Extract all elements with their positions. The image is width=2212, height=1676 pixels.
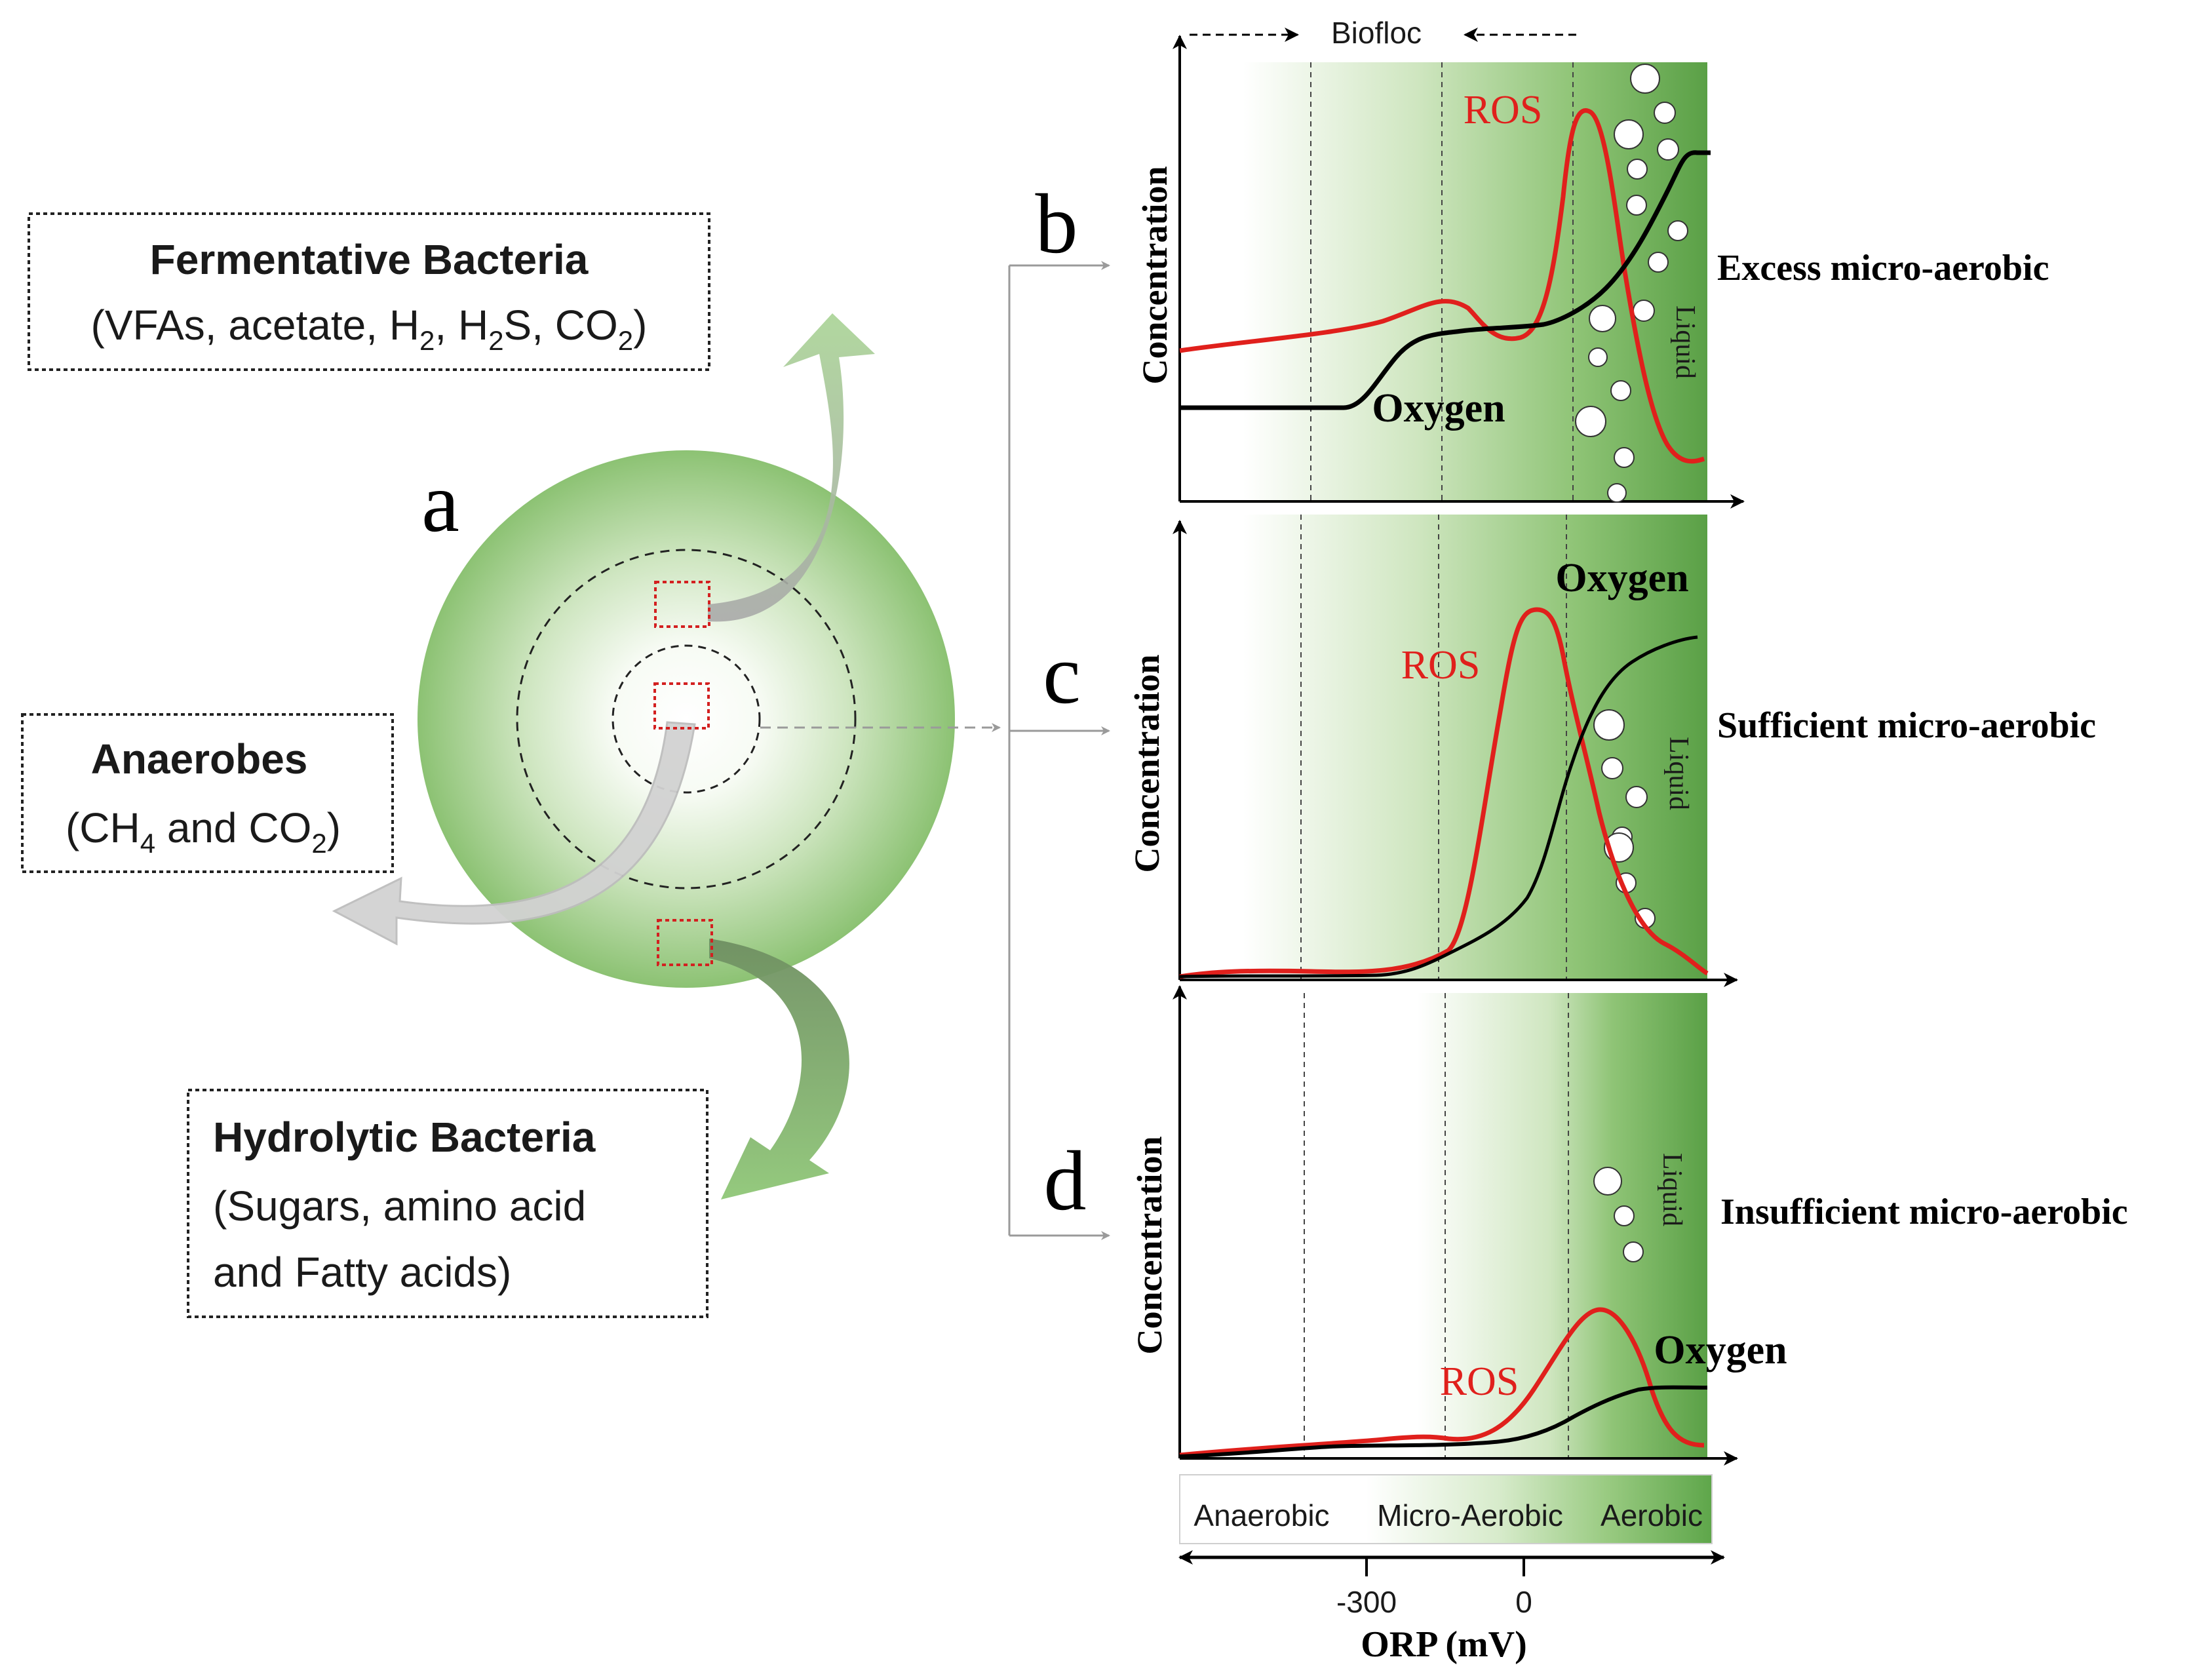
fermentative-arrow bbox=[708, 313, 875, 622]
panel-d-oxygen-curve bbox=[1179, 1385, 1708, 1458]
anaerobes-arrow bbox=[332, 721, 696, 946]
panel-d-ros-curve bbox=[1179, 1307, 1705, 1458]
biofloc-sphere bbox=[417, 450, 955, 988]
hydrolytic-arrow bbox=[709, 939, 849, 1199]
zone-aerobic: Aerobic bbox=[1601, 1498, 1703, 1532]
orp-axis-label: ORP (mV) bbox=[1361, 1624, 1527, 1665]
panel-c-ros-label: ROS bbox=[1401, 643, 1481, 688]
fermentative-products: (VFAs, acetate, H2, H2S, CO2) bbox=[91, 302, 648, 356]
hydrolytic-line1: (Sugars, amino acid bbox=[213, 1182, 586, 1230]
hydrolytic-title: Hydrolytic Bacteria bbox=[213, 1114, 596, 1161]
panel-b-bubbles bbox=[1575, 64, 1688, 503]
zone-bar-background bbox=[1179, 1474, 1713, 1544]
panel-d-background bbox=[1180, 993, 1707, 1458]
panel-d-liquid-label: Liquid bbox=[1657, 1153, 1687, 1226]
panel-c-letter: c bbox=[1043, 627, 1081, 722]
marker-surface-zone bbox=[657, 919, 713, 966]
hydrolytic-box bbox=[187, 1089, 708, 1318]
orp-tick-label-0: 0 bbox=[1515, 1585, 1532, 1619]
outer-dashed-ring bbox=[516, 549, 857, 889]
panel-d-oxygen-label: Oxygen bbox=[1654, 1328, 1787, 1373]
fermentative-title: Fermentative Bacteria bbox=[150, 236, 589, 283]
hydrolytic-line2: and Fatty acids) bbox=[213, 1249, 511, 1296]
anaerobes-title: Anaerobes bbox=[91, 735, 308, 783]
zone-micro-aerobic: Micro-Aerobic bbox=[1377, 1498, 1563, 1532]
panel-b-liquid-label: Liquid bbox=[1670, 305, 1700, 379]
panel-c: c Concentration ROS Oxygen Liquid Suffic… bbox=[1043, 515, 2096, 987]
panel-d-ylabel: Concentration bbox=[1130, 1137, 1169, 1355]
panel-d-ros-label: ROS bbox=[1440, 1359, 1519, 1404]
panel-a-letter: a bbox=[421, 456, 459, 550]
panel-c-oxygen-curve bbox=[1179, 635, 1698, 979]
panel-c-oxygen-label: Oxygen bbox=[1555, 556, 1688, 600]
anaerobes-products: (CH4 and CO2) bbox=[66, 804, 341, 859]
panel-b-oxygen-label: Oxygen bbox=[1372, 386, 1505, 431]
panel-b-oxygen-curve bbox=[1180, 150, 1711, 410]
orp-tick-label-minus300: -300 bbox=[1336, 1585, 1397, 1619]
panel-c-condition: Sufficient micro-aerobic bbox=[1717, 705, 2096, 746]
panel-b-condition: Excess micro-aerobic bbox=[1717, 248, 2049, 288]
zone-bar: Anaerobic Micro-Aerobic Aerobic bbox=[1179, 1474, 1713, 1544]
panel-b-ros-curve bbox=[1179, 108, 1705, 464]
panel-d-bubbles bbox=[1593, 1167, 1644, 1262]
zone-anaerobic: Anaerobic bbox=[1193, 1498, 1329, 1532]
panel-c-liquid-label: Liquid bbox=[1663, 737, 1694, 810]
panel-d-condition: Insufficient micro-aerobic bbox=[1720, 1192, 2128, 1232]
marker-outer-zone bbox=[654, 581, 710, 628]
panel-c-ylabel: Concentration bbox=[1127, 655, 1167, 873]
panel-b: b Concentration ROS Oxygen Liquid Excess… bbox=[1036, 35, 2049, 509]
panel-a: a Fermentative Bacteria (VFAs, acetate, … bbox=[21, 212, 955, 1318]
panel-c-background bbox=[1180, 515, 1707, 980]
panel-b-ylabel: Concentration bbox=[1135, 166, 1174, 385]
panel-b-letter: b bbox=[1036, 177, 1078, 271]
panel-d-letter: d bbox=[1044, 1134, 1087, 1228]
panel-d: d Concentration ROS Oxygen Liquid Insuff… bbox=[1044, 985, 2128, 1466]
panel-b-ros-label: ROS bbox=[1464, 88, 1543, 132]
orp-axis: -300 0 ORP (mV) bbox=[1178, 1550, 1725, 1665]
fermentative-box bbox=[28, 212, 710, 371]
inner-dashed-ring bbox=[611, 644, 761, 794]
anaerobes-box bbox=[21, 713, 394, 873]
marker-core-zone bbox=[653, 682, 710, 730]
biofloc-label: Biofloc bbox=[1331, 16, 1422, 50]
branch-connector bbox=[1008, 261, 1110, 1240]
biofloc-header: Biofloc bbox=[1190, 16, 1576, 50]
panel-c-ros-curve bbox=[1179, 607, 1709, 979]
